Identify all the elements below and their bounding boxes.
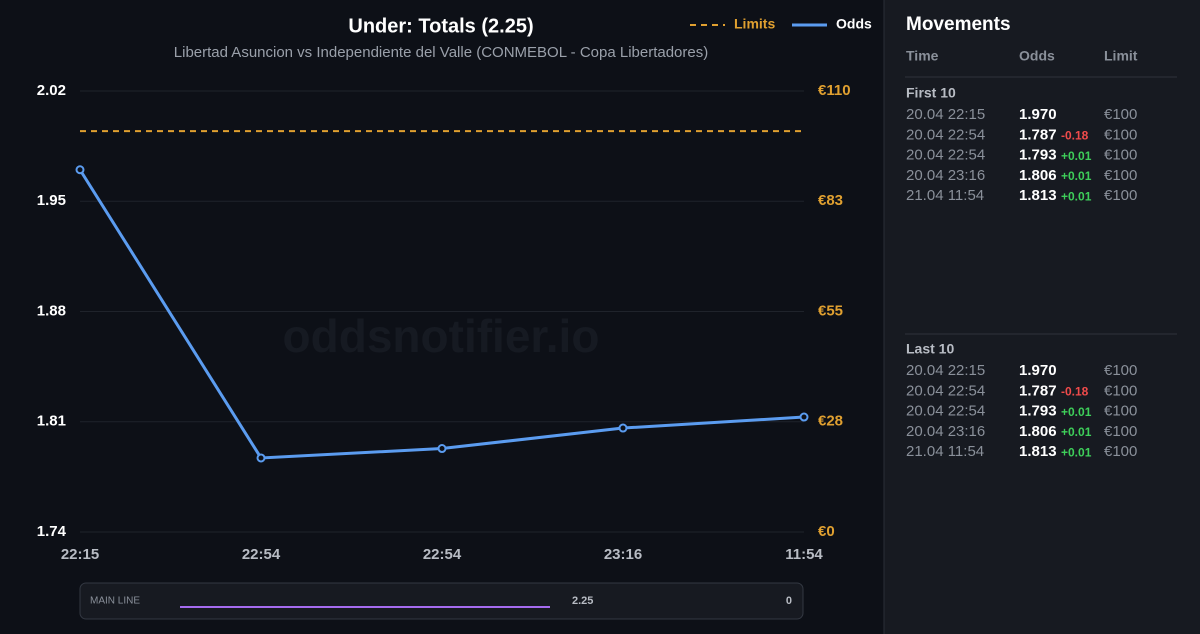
row-odds: 1.806 <box>1019 423 1057 440</box>
x-tick-label: 23:16 <box>604 546 642 563</box>
y2-tick-label: €110 <box>818 82 851 99</box>
column-header: Limit <box>1104 48 1138 64</box>
range-label: MAIN LINE <box>90 596 140 607</box>
y2-tick-label: €28 <box>818 413 843 430</box>
chart-subtitle: Libertad Asuncion vs Independiente del V… <box>174 44 708 61</box>
row-time: 21.04 11:54 <box>906 187 984 204</box>
x-tick-label: 22:54 <box>242 546 281 563</box>
legend-label[interactable]: Odds <box>836 16 872 32</box>
column-header: Time <box>906 48 939 64</box>
row-limit: €100 <box>1104 362 1137 379</box>
row-change: +0.01 <box>1061 189 1092 203</box>
row-time: 20.04 23:16 <box>906 423 985 440</box>
row-limit: €100 <box>1104 106 1137 123</box>
y-tick-label: 1.81 <box>37 413 66 430</box>
row-odds: 1.813 <box>1019 443 1057 460</box>
row-limit: €100 <box>1104 147 1137 164</box>
x-tick-label: 22:54 <box>423 546 462 563</box>
row-time: 20.04 22:15 <box>906 106 985 123</box>
row-limit: €100 <box>1104 443 1137 460</box>
column-header: Odds <box>1019 48 1055 64</box>
row-change: +0.01 <box>1061 425 1092 439</box>
row-time: 20.04 22:15 <box>906 362 985 379</box>
y-tick-label: 1.88 <box>37 302 66 319</box>
row-time: 20.04 22:54 <box>906 126 985 143</box>
row-odds: 1.970 <box>1019 106 1057 123</box>
row-limit: €100 <box>1104 382 1137 399</box>
section-label: First 10 <box>906 85 956 101</box>
row-change: +0.01 <box>1061 169 1092 183</box>
y2-tick-label: €83 <box>818 192 843 209</box>
data-point <box>256 453 266 463</box>
row-limit: €100 <box>1104 187 1137 204</box>
row-change: +0.01 <box>1061 405 1092 419</box>
row-time: 20.04 22:54 <box>906 382 985 399</box>
x-tick-label: 22:15 <box>61 546 99 563</box>
row-limit: €100 <box>1104 167 1137 184</box>
range-line-value: 2.25 <box>572 595 593 607</box>
row-odds: 1.970 <box>1019 362 1057 379</box>
panel-title: Movements <box>906 14 1011 35</box>
y-tick-label: 1.74 <box>37 523 67 540</box>
data-point <box>75 165 85 175</box>
y2-tick-label: €0 <box>818 523 835 540</box>
row-limit: €100 <box>1104 403 1137 420</box>
range-bar[interactable] <box>79 582 804 620</box>
row-change: -0.18 <box>1061 384 1089 398</box>
data-point <box>437 444 447 454</box>
row-limit: €100 <box>1104 126 1137 143</box>
y-tick-label: 2.02 <box>37 82 66 99</box>
row-change: +0.01 <box>1061 445 1092 459</box>
x-tick-label: 11:54 <box>785 546 823 563</box>
row-odds: 1.806 <box>1019 167 1057 184</box>
row-odds: 1.793 <box>1019 147 1057 164</box>
row-odds: 1.813 <box>1019 187 1057 204</box>
watermark: oddsnotifier.io <box>283 310 600 362</box>
row-odds: 1.787 <box>1019 126 1057 143</box>
row-time: 20.04 22:54 <box>906 147 985 164</box>
y-tick-label: 1.95 <box>37 192 66 209</box>
chart-title: Under: Totals (2.25) <box>348 15 533 37</box>
row-change: +0.01 <box>1061 149 1092 163</box>
row-odds: 1.793 <box>1019 403 1057 420</box>
row-time: 21.04 11:54 <box>906 443 984 460</box>
chart-background <box>0 0 884 634</box>
range-end: 0 <box>786 595 792 607</box>
row-change: -0.18 <box>1061 128 1089 142</box>
row-odds: 1.787 <box>1019 382 1057 399</box>
y2-tick-label: €55 <box>818 302 843 319</box>
data-point <box>799 412 809 422</box>
panel-background <box>884 0 1200 634</box>
row-time: 20.04 22:54 <box>906 403 985 420</box>
row-limit: €100 <box>1104 423 1137 440</box>
row-time: 20.04 23:16 <box>906 167 985 184</box>
section-label: Last 10 <box>906 341 954 357</box>
data-point <box>618 423 628 433</box>
legend-label[interactable]: Limits <box>734 16 775 32</box>
